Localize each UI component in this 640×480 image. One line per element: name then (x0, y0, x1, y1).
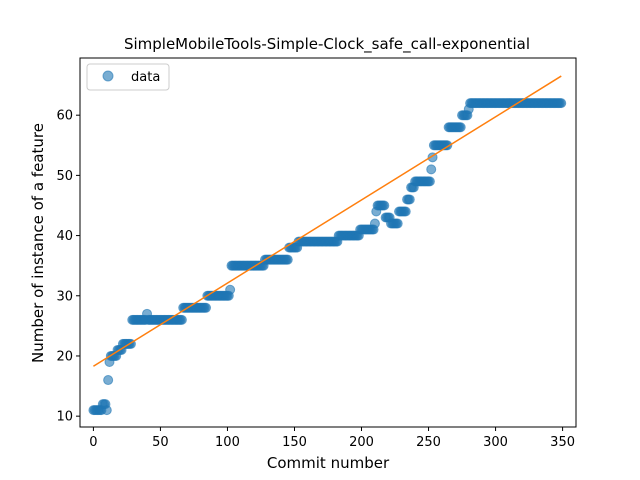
x-tick-label: 150 (282, 435, 307, 450)
data-point (556, 98, 567, 109)
y-tick-label: 20 (56, 349, 73, 364)
x-tick-label: 100 (215, 435, 240, 450)
x-tick-label: 350 (550, 435, 575, 450)
legend-label-data: data (131, 70, 160, 85)
y-tick-label: 50 (56, 169, 73, 184)
data-point (103, 375, 114, 386)
data-points (88, 98, 567, 416)
data-point (379, 200, 390, 211)
x-tick-label: 50 (152, 435, 169, 450)
x-tick-label: 300 (483, 435, 508, 450)
data-point (400, 206, 411, 217)
x-axis-label: Commit number (267, 454, 390, 472)
y-tick-label: 30 (56, 289, 73, 304)
y-axis-label: Number of instance of a feature (29, 123, 47, 363)
y-tick-label: 10 (56, 410, 73, 425)
legend-box (86, 63, 170, 91)
x-axis-ticks: 0 50 100 150 200 250 300 350 (89, 427, 575, 450)
y-tick-label: 60 (56, 109, 73, 124)
plot-frame (79, 57, 577, 428)
data-point (201, 302, 212, 313)
data-point (369, 218, 380, 229)
data-point (404, 194, 415, 205)
data-point (392, 218, 403, 229)
data-point (424, 176, 435, 187)
legend: data (86, 63, 170, 91)
data-point (225, 284, 236, 295)
chart-title: SimpleMobileTools-Simple-Clock_safe_call… (124, 35, 530, 54)
x-tick-label: 250 (416, 435, 441, 450)
y-tick-label: 40 (56, 229, 73, 244)
x-tick-label: 0 (89, 435, 97, 450)
data-point (101, 405, 112, 416)
x-tick-label: 200 (349, 435, 374, 450)
y-axis-ticks: 10 20 30 40 50 60 (56, 109, 80, 425)
data-point (426, 164, 437, 175)
data-point (455, 122, 466, 133)
fit-line-layer (93, 75, 562, 367)
data-point (282, 254, 293, 265)
data-point (176, 314, 187, 325)
legend-marker-data (102, 70, 114, 82)
fit-line (93, 75, 562, 367)
